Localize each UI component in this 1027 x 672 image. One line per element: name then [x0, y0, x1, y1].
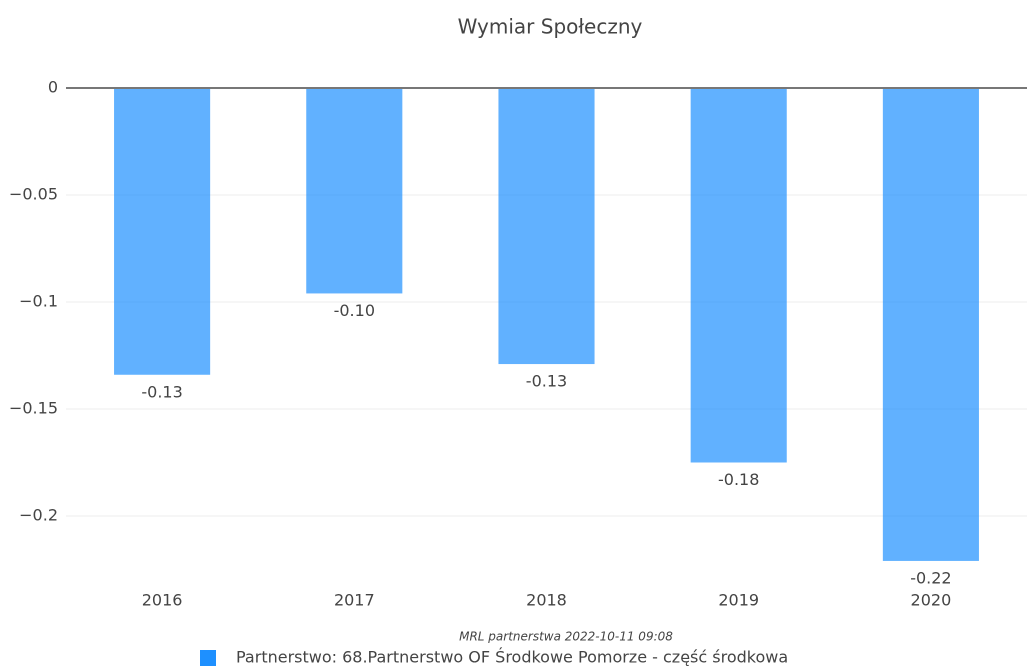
x-tick-label: 2017: [334, 591, 375, 610]
y-tick-label: 0: [48, 78, 58, 97]
legend-label: Partnerstwo: 68.Partnerstwo OF Środkowe …: [236, 648, 788, 667]
x-tick-label: 2019: [718, 591, 759, 610]
x-tick-label: 2016: [142, 591, 183, 610]
bar: [882, 88, 979, 561]
bar: [690, 88, 787, 463]
x-tick-label: 2018: [526, 591, 567, 610]
x-tick-label: 2020: [911, 591, 952, 610]
value-label: -0.10: [334, 301, 375, 320]
value-label: -0.13: [141, 382, 182, 401]
bar: [114, 88, 211, 375]
y-tick-label: −0.15: [9, 399, 58, 418]
value-label: -0.22: [910, 568, 951, 587]
value-label: -0.18: [718, 470, 759, 489]
chart-title: Wymiar Społeczny: [458, 15, 643, 39]
y-tick-label: −0.1: [19, 292, 58, 311]
bar: [306, 88, 403, 294]
y-tick-label: −0.2: [19, 506, 58, 525]
annotation: MRL partnerstwa 2022-10-11 09:08: [459, 630, 673, 644]
y-tick-label: −0.05: [9, 185, 58, 204]
legend-swatch: [200, 650, 216, 666]
value-label: -0.13: [526, 372, 567, 391]
bar: [498, 88, 595, 365]
